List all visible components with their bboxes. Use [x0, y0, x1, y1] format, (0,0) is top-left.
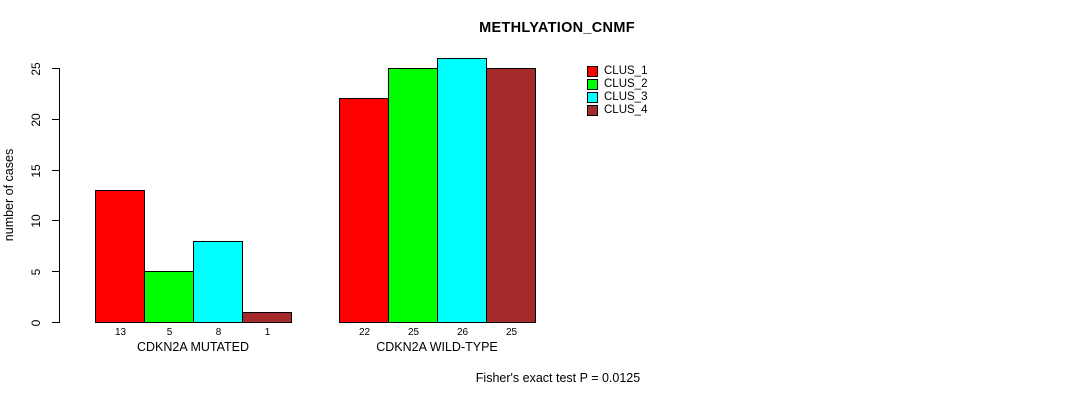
y-axis-tick [52, 119, 59, 120]
bar-value-label: 22 [358, 327, 371, 338]
y-tick-label: 0 [29, 319, 43, 326]
x-category-label: CDKN2A WILD-TYPE [376, 340, 498, 354]
legend-item-clus_3: CLUS_3 [587, 91, 647, 104]
bar-value-label: 26 [456, 327, 469, 338]
bar-value-label: 25 [505, 327, 518, 338]
x-category-label: CDKN2A MUTATED [136, 340, 250, 354]
y-axis-tick [52, 271, 59, 272]
legend-item-clus_2: CLUS_2 [587, 78, 647, 91]
bar-clus_4-mutated [242, 312, 292, 323]
y-axis-tick [52, 68, 59, 69]
legend-swatch-icon [587, 79, 598, 90]
y-axis-line [59, 68, 60, 323]
bar-value-label: 5 [166, 327, 173, 338]
legend-item-clus_4: CLUS_4 [587, 104, 647, 117]
bar-value-label: 1 [264, 327, 271, 338]
y-axis-tick [52, 170, 59, 171]
bar-clus_3-wildtype [437, 58, 487, 323]
bar-clus_2-wildtype [388, 68, 438, 323]
bar-value-label: 13 [114, 327, 127, 338]
legend-label: CLUS_4 [604, 104, 648, 116]
annotation-text: Fisher's exact test P = 0.0125 [475, 371, 641, 385]
legend: CLUS_1 CLUS_2 CLUS_3 CLUS_4 [587, 65, 647, 117]
y-axis-label: number of cases [2, 148, 16, 242]
legend-swatch-icon [587, 92, 598, 103]
bar-value-label: 8 [215, 327, 222, 338]
bar-clus_1-wildtype [339, 98, 389, 323]
legend-swatch-icon [587, 105, 598, 116]
y-tick-label: 15 [29, 163, 43, 178]
y-tick-label: 5 [29, 268, 43, 275]
bar-clus_1-mutated [95, 190, 145, 323]
chart-title: METHLYATION_CNMF [479, 20, 635, 36]
legend-label: CLUS_3 [604, 91, 648, 103]
legend-label: CLUS_1 [604, 65, 648, 77]
bar-clus_2-mutated [144, 271, 194, 323]
legend-item-clus_1: CLUS_1 [587, 65, 647, 78]
bar-clus_4-wildtype [486, 68, 536, 323]
legend-label: CLUS_2 [604, 78, 648, 90]
y-tick-label: 20 [29, 112, 43, 127]
y-tick-label: 25 [29, 61, 43, 76]
bar-value-label: 25 [407, 327, 420, 338]
legend-swatch-icon [587, 66, 598, 77]
y-tick-label: 10 [29, 213, 43, 228]
bar-clus_3-mutated [193, 241, 243, 323]
y-axis-tick [52, 220, 59, 221]
y-axis-tick [52, 322, 59, 323]
